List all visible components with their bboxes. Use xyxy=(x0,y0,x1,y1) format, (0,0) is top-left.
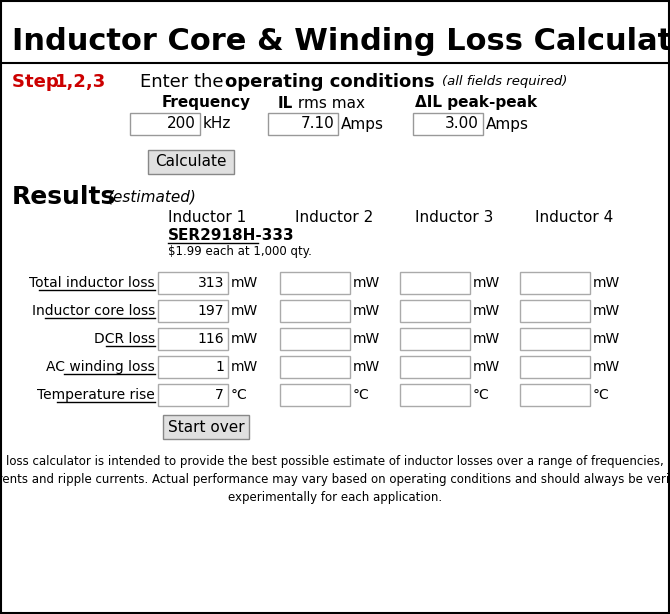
FancyBboxPatch shape xyxy=(280,328,350,350)
Text: 3.00: 3.00 xyxy=(445,117,479,131)
Text: Step: Step xyxy=(12,73,65,91)
Text: Inductor 3: Inductor 3 xyxy=(415,211,493,225)
Text: mW: mW xyxy=(593,332,620,346)
Text: °C: °C xyxy=(473,388,490,402)
Text: 7.10: 7.10 xyxy=(300,117,334,131)
Text: AC winding loss: AC winding loss xyxy=(46,360,155,374)
FancyBboxPatch shape xyxy=(520,384,590,406)
FancyBboxPatch shape xyxy=(520,272,590,294)
Text: Temperature rise: Temperature rise xyxy=(38,388,155,402)
Text: 1,2,3: 1,2,3 xyxy=(55,73,107,91)
Text: Amps: Amps xyxy=(486,117,529,131)
FancyBboxPatch shape xyxy=(520,328,590,350)
Text: mW: mW xyxy=(231,360,258,374)
Text: 116: 116 xyxy=(198,332,224,346)
Text: operating conditions: operating conditions xyxy=(225,73,435,91)
FancyBboxPatch shape xyxy=(148,150,234,174)
FancyBboxPatch shape xyxy=(400,328,470,350)
Text: $1.99 each at 1,000 qty.: $1.99 each at 1,000 qty. xyxy=(168,246,312,258)
Text: ΔIL peak-peak: ΔIL peak-peak xyxy=(415,96,537,111)
Text: mW: mW xyxy=(231,332,258,346)
FancyBboxPatch shape xyxy=(280,384,350,406)
Text: °C: °C xyxy=(231,388,248,402)
Text: °C: °C xyxy=(593,388,610,402)
FancyBboxPatch shape xyxy=(520,300,590,322)
Text: IL: IL xyxy=(278,96,293,111)
Text: Amps: Amps xyxy=(341,117,384,131)
Text: This loss calculator is intended to provide the best possible estimate of induct: This loss calculator is intended to prov… xyxy=(0,455,670,504)
FancyBboxPatch shape xyxy=(158,300,228,322)
Text: 313: 313 xyxy=(198,276,224,290)
Text: °C: °C xyxy=(353,388,370,402)
Text: 200: 200 xyxy=(167,117,196,131)
Text: Results: Results xyxy=(12,185,117,209)
FancyBboxPatch shape xyxy=(280,272,350,294)
Text: mW: mW xyxy=(593,304,620,318)
Text: mW: mW xyxy=(353,332,381,346)
Text: Calculate: Calculate xyxy=(155,155,226,169)
Text: (all fields required): (all fields required) xyxy=(442,76,567,88)
Text: mW: mW xyxy=(473,304,500,318)
FancyBboxPatch shape xyxy=(158,328,228,350)
FancyBboxPatch shape xyxy=(158,272,228,294)
Text: 7: 7 xyxy=(215,388,224,402)
Text: mW: mW xyxy=(231,304,258,318)
Text: Enter the: Enter the xyxy=(140,73,229,91)
FancyBboxPatch shape xyxy=(400,384,470,406)
Text: mW: mW xyxy=(473,360,500,374)
Text: 1: 1 xyxy=(215,360,224,374)
Text: mW: mW xyxy=(353,360,381,374)
Text: mW: mW xyxy=(231,276,258,290)
Text: mW: mW xyxy=(593,360,620,374)
Text: DCR loss: DCR loss xyxy=(94,332,155,346)
Text: rms max: rms max xyxy=(293,96,365,111)
FancyBboxPatch shape xyxy=(158,356,228,378)
FancyBboxPatch shape xyxy=(280,356,350,378)
Text: Total inductor loss: Total inductor loss xyxy=(29,276,155,290)
Text: Inductor core loss: Inductor core loss xyxy=(31,304,155,318)
FancyBboxPatch shape xyxy=(400,356,470,378)
Text: (estimated): (estimated) xyxy=(108,190,197,204)
Text: Frequency: Frequency xyxy=(162,96,251,111)
FancyBboxPatch shape xyxy=(520,356,590,378)
Text: Start over: Start over xyxy=(168,419,245,435)
Text: kHz: kHz xyxy=(203,117,231,131)
Text: SER2918H-333: SER2918H-333 xyxy=(168,228,295,244)
FancyBboxPatch shape xyxy=(280,300,350,322)
FancyBboxPatch shape xyxy=(158,384,228,406)
FancyBboxPatch shape xyxy=(413,113,483,135)
FancyBboxPatch shape xyxy=(163,415,249,439)
Text: Inductor Core & Winding Loss Calculator: Inductor Core & Winding Loss Calculator xyxy=(12,28,670,56)
Text: Inductor 1: Inductor 1 xyxy=(168,211,247,225)
Text: mW: mW xyxy=(353,276,381,290)
Text: Inductor 4: Inductor 4 xyxy=(535,211,613,225)
Text: mW: mW xyxy=(473,276,500,290)
FancyBboxPatch shape xyxy=(130,113,200,135)
Text: Inductor 2: Inductor 2 xyxy=(295,211,373,225)
Text: mW: mW xyxy=(593,276,620,290)
Text: 197: 197 xyxy=(198,304,224,318)
FancyBboxPatch shape xyxy=(268,113,338,135)
FancyBboxPatch shape xyxy=(400,272,470,294)
Text: mW: mW xyxy=(353,304,381,318)
Text: mW: mW xyxy=(473,332,500,346)
FancyBboxPatch shape xyxy=(400,300,470,322)
